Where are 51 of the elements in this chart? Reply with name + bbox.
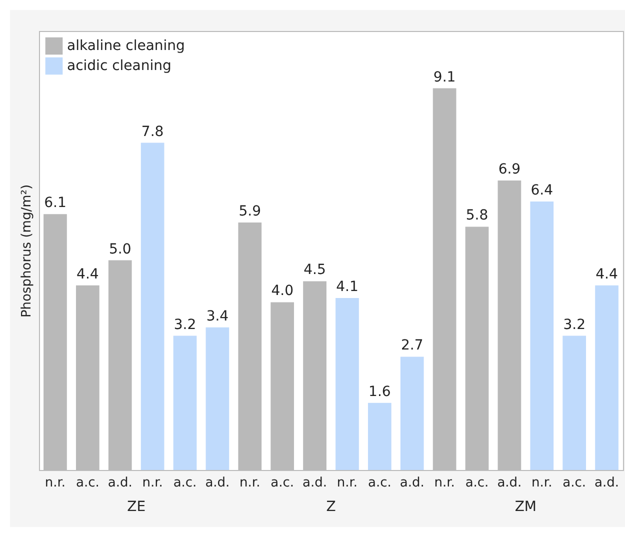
x-tick-label: a.d. <box>400 476 424 490</box>
bar <box>562 336 586 470</box>
x-tick-label: a.c. <box>465 476 489 490</box>
legend-label: alkaline cleaning <box>67 38 185 54</box>
x-tick-label: a.c. <box>368 476 392 490</box>
x-tick-label: n.r. <box>44 476 66 490</box>
data-label: 5.9 <box>238 204 262 220</box>
data-label: 7.8 <box>141 124 164 140</box>
y-axis-title: Phosphorus (mg/m²) <box>20 184 34 318</box>
x-tick-label: a.d. <box>594 476 620 490</box>
x-tick-label: n.r. <box>240 476 260 490</box>
x-tick-label: a.d. <box>108 476 132 490</box>
data-label: 4.5 <box>304 262 326 278</box>
x-tick-label: a.c. <box>76 476 100 490</box>
data-label: 2.7 <box>400 338 424 354</box>
x-tick-label: a.c. <box>270 476 294 490</box>
x-tick-label: n.r. <box>434 476 455 490</box>
data-label: 3.2 <box>174 316 196 333</box>
data-label: 3.2 <box>563 316 586 333</box>
text: ZM <box>514 499 537 515</box>
bar <box>530 202 554 470</box>
x-tick-label: n.r. <box>142 476 163 490</box>
bar <box>595 285 618 470</box>
data-label: 1.6 <box>368 384 391 400</box>
text: Z <box>326 499 336 515</box>
x-tick-label: a.d. <box>205 476 230 490</box>
bar <box>336 298 359 470</box>
data-label: 3.4 <box>206 308 229 324</box>
text: ZE <box>127 499 146 515</box>
data-label: 5.8 <box>466 208 488 224</box>
data-label: 6.1 <box>44 195 66 212</box>
data-label: 4.4 <box>76 266 99 282</box>
data-label: 6.4 <box>530 182 554 199</box>
bar <box>368 402 392 470</box>
legend-label: acidic cleaning <box>67 58 172 74</box>
bar <box>140 142 164 470</box>
bar <box>173 336 197 470</box>
x-tick-label: n.r. <box>336 476 358 490</box>
x-tick-label: a.c. <box>173 476 197 490</box>
data-label: 4.4 <box>596 266 618 282</box>
bar <box>400 356 424 470</box>
x-tick-label: a.d. <box>497 476 522 490</box>
x-tick-label: a.d. <box>302 476 328 490</box>
data-label: 4.1 <box>336 279 358 296</box>
x-tick-label: n.r. <box>532 476 552 490</box>
x-tick-label: a.c. <box>562 476 586 490</box>
data-label: 4.0 <box>271 283 294 300</box>
bar <box>206 327 230 470</box>
data-label: 5.0 <box>108 241 132 258</box>
data-label: 6.9 <box>498 162 521 178</box>
data-label: 9.1 <box>433 69 456 86</box>
